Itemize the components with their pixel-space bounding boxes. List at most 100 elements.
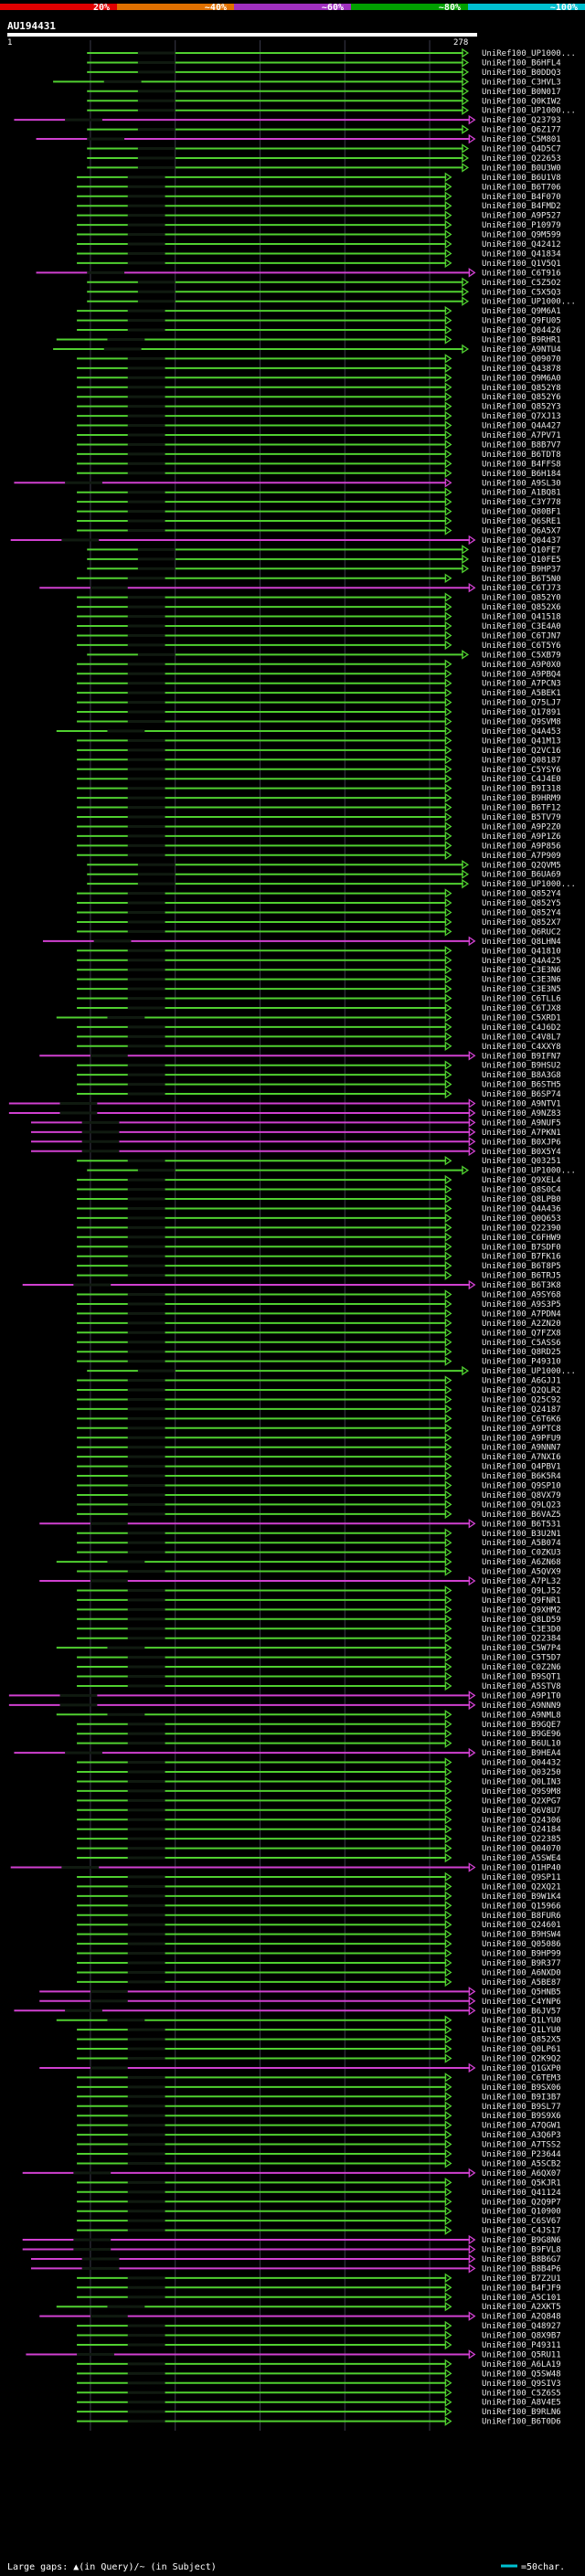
hit-row[interactable]: UniRef100_A2XKT5 <box>56 2301 561 2312</box>
hit-row[interactable]: UniRef100_C4V8L7 <box>77 1032 561 1042</box>
hit-row[interactable]: UniRef100_A5B074 <box>77 1537 561 1548</box>
hit-row[interactable]: UniRef100_B9G8N6 <box>22 2234 561 2245</box>
hit-row[interactable]: UniRef100_A9P0X0 <box>77 659 561 670</box>
hit-row[interactable]: UniRef100_Q9XEL4 <box>77 1174 561 1185</box>
hit-row[interactable]: UniRef100_Q852Y3 <box>77 401 561 412</box>
hit-row[interactable]: UniRef100_Q5SW48 <box>77 2369 561 2379</box>
hit-row[interactable]: UniRef100_B9HP37 <box>87 564 561 574</box>
hit-row[interactable]: UniRef100_C3E3N5 <box>77 983 561 994</box>
hit-row[interactable]: UniRef100_Q852Y4 <box>77 888 561 899</box>
hit-row[interactable]: UniRef100_B6T3K8 <box>22 1279 561 1290</box>
hit-row[interactable]: UniRef100_Q17891 <box>77 706 561 717</box>
hit-row[interactable]: UniRef100_Q43878 <box>77 363 561 374</box>
hit-row[interactable]: UniRef100_B6UA69 <box>87 869 561 880</box>
hit-row[interactable]: UniRef100_Q852Y6 <box>77 391 561 402</box>
hit-row[interactable]: UniRef100_Q10FE7 <box>87 545 561 555</box>
hit-row[interactable]: UniRef100_B9R377 <box>77 1957 561 1968</box>
hit-row[interactable]: UniRef100_A7QGW1 <box>77 2120 561 2131</box>
hit-row[interactable]: UniRef100_B7SDF0 <box>77 1242 561 1252</box>
hit-row[interactable]: UniRef100_B9GE96 <box>77 1728 561 1739</box>
hit-row[interactable]: UniRef100_B0N017 <box>87 86 561 97</box>
hit-row[interactable]: UniRef100_A5BEK1 <box>77 687 561 698</box>
hit-row[interactable]: UniRef100_C5M801 <box>36 133 561 144</box>
hit-row[interactable]: UniRef100_C6TEM3 <box>77 2072 561 2083</box>
hit-row[interactable]: UniRef100_Q9M599 <box>77 229 561 240</box>
hit-row[interactable]: UniRef100_C6T6K6 <box>77 1414 561 1424</box>
hit-row[interactable]: UniRef100_B9HEA4 <box>14 1747 561 1758</box>
hit-row[interactable]: UniRef100_Q1HP40 <box>10 1862 561 1873</box>
hit-row[interactable]: UniRef100_B6UL10 <box>77 1738 561 1749</box>
hit-row[interactable]: UniRef100_C3E3D0 <box>77 1624 561 1634</box>
hit-row[interactable]: UniRef100_C4YNP6 <box>39 1996 561 2007</box>
hit-row[interactable]: UniRef100_Q8RD25 <box>77 1346 561 1357</box>
hit-row[interactable]: UniRef100_A2ZN20 <box>77 1318 561 1329</box>
hit-row[interactable]: UniRef100_UP1000... <box>87 1165 576 1176</box>
hit-row[interactable]: UniRef100_C0Z2N6 <box>77 1661 561 1672</box>
hit-row[interactable]: UniRef100_Q7FZX8 <box>77 1328 561 1338</box>
hit-row[interactable]: UniRef100_C5YSY6 <box>77 764 561 775</box>
hit-row[interactable]: UniRef100_A6QX07 <box>22 2168 561 2178</box>
hit-row[interactable]: UniRef100_Q48927 <box>77 2320 561 2331</box>
hit-row[interactable]: UniRef100_C5W7P4 <box>56 1642 561 1653</box>
hit-row[interactable]: UniRef100_B6VAZ5 <box>77 1509 561 1520</box>
hit-row[interactable]: UniRef100_A9NTU4 <box>53 344 561 355</box>
hit-row[interactable]: UniRef100_C6T5Y6 <box>77 640 561 651</box>
hit-row[interactable]: UniRef100_Q0Q653 <box>77 1213 561 1224</box>
hit-row[interactable]: UniRef100_A9NZ83 <box>8 1108 561 1118</box>
hit-row[interactable]: UniRef100_B4FFS8 <box>77 459 561 469</box>
hit-row[interactable]: UniRef100_P10979 <box>77 219 561 230</box>
hit-row[interactable]: UniRef100_Q04070 <box>77 1843 561 1854</box>
hit-row[interactable]: UniRef100_Q22390 <box>77 1223 561 1233</box>
hit-row[interactable]: UniRef100_C4J6D2 <box>77 1022 561 1033</box>
hit-row[interactable]: UniRef100_A9SY68 <box>77 1289 561 1300</box>
hit-row[interactable]: UniRef100_B4F070 <box>77 191 561 202</box>
hit-row[interactable]: UniRef100_Q22653 <box>87 153 561 164</box>
hit-row[interactable]: UniRef100_Q42412 <box>77 239 561 249</box>
hit-row[interactable]: UniRef100_A9P1T0 <box>8 1691 561 1701</box>
hit-row[interactable]: UniRef100_A6ZN68 <box>56 1556 561 1567</box>
hit-row[interactable]: UniRef100_C6TJ73 <box>39 582 561 593</box>
hit-row[interactable]: UniRef100_B7Z2U1 <box>77 2273 561 2284</box>
hit-row[interactable]: UniRef100_Q5RU11 <box>26 2349 561 2359</box>
hit-row[interactable]: UniRef100_B4FJF9 <box>77 2283 561 2293</box>
hit-row[interactable]: UniRef100_Q9SVM8 <box>77 716 561 727</box>
hit-row[interactable]: UniRef100_B6H184 <box>77 468 561 479</box>
hit-row[interactable]: UniRef100_C6TJX8 <box>77 1002 561 1013</box>
hit-row[interactable]: UniRef100_C3HVL3 <box>53 77 561 87</box>
hit-row[interactable]: UniRef100_C3E4A0 <box>77 620 561 631</box>
hit-row[interactable]: UniRef100_Q8S0C4 <box>77 1184 561 1195</box>
hit-row[interactable]: UniRef100_B6T531 <box>39 1519 561 1529</box>
hit-row[interactable]: UniRef100_A7PKN1 <box>30 1127 561 1138</box>
hit-row[interactable]: UniRef100_Q9FU05 <box>77 315 561 326</box>
hit-row[interactable]: UniRef100_Q08187 <box>77 755 561 765</box>
hit-row[interactable]: UniRef100_Q8VX79 <box>77 1489 561 1500</box>
hit-row[interactable]: UniRef100_B6JV57 <box>14 2006 561 2016</box>
hit-row[interactable]: UniRef100_Q1V5Q1 <box>77 258 561 269</box>
hit-row[interactable]: UniRef100_A9P856 <box>77 841 561 851</box>
hit-row[interactable]: UniRef100_B6TF12 <box>77 802 561 813</box>
hit-row[interactable]: UniRef100_Q2K9Q2 <box>77 2053 561 2064</box>
hit-row[interactable]: UniRef100_B9FVL8 <box>22 2244 561 2255</box>
hit-row[interactable]: UniRef100_B6T8P5 <box>77 1260 561 1271</box>
hit-row[interactable]: UniRef100_B0X5Y4 <box>30 1146 561 1157</box>
hit-row[interactable]: UniRef100_Q4A425 <box>77 955 561 966</box>
hit-row[interactable]: UniRef100_B6HFL4 <box>87 58 561 68</box>
hit-row[interactable]: UniRef100_A6LA19 <box>77 2359 561 2369</box>
hit-row[interactable]: UniRef100_C5Z5O2 <box>87 277 561 288</box>
hit-row[interactable]: UniRef100_B6T0D6 <box>77 2416 561 2427</box>
hit-row[interactable]: UniRef100_Q9S9M8 <box>77 1786 561 1797</box>
hit-row[interactable]: UniRef100_A6GJJ1 <box>77 1375 561 1386</box>
hit-row[interactable]: UniRef100_Q7XJ13 <box>77 410 561 421</box>
hit-row[interactable]: UniRef100_A9P2Z0 <box>77 822 561 832</box>
hit-row[interactable]: UniRef100_B9S9X6 <box>77 2110 561 2121</box>
hit-row[interactable]: UniRef100_A9S3P5 <box>77 1299 561 1309</box>
hit-row[interactable]: UniRef100_A5STV8 <box>77 1680 561 1691</box>
hit-row[interactable]: UniRef100_Q852X6 <box>77 601 561 612</box>
hit-row[interactable]: UniRef100_Q4A453 <box>56 726 561 737</box>
hit-row[interactable]: UniRef100_Q80BF1 <box>77 506 561 517</box>
hit-row[interactable]: UniRef100_A9PFU9 <box>77 1433 561 1443</box>
hit-row[interactable]: UniRef100_A9P1Z6 <box>77 831 561 842</box>
hit-row[interactable]: UniRef100_Q4PBV1 <box>77 1461 561 1472</box>
hit-row[interactable]: UniRef100_B9IFN7 <box>39 1051 561 1061</box>
hit-row[interactable]: UniRef100_Q41518 <box>77 611 561 622</box>
